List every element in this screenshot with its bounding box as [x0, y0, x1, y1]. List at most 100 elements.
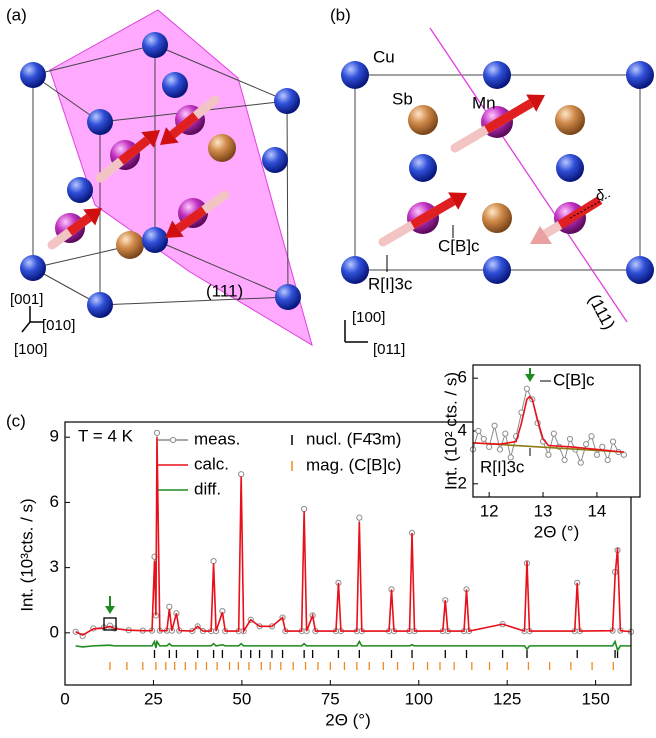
atom — [555, 105, 585, 135]
annotation-arrow — [103, 368, 551, 631]
y-tick-label: 6 — [458, 368, 467, 387]
y-tick-label: 2 — [458, 473, 467, 492]
data-point — [604, 456, 611, 464]
atom — [482, 203, 512, 233]
atom — [408, 105, 438, 135]
plot-frame — [472, 364, 641, 498]
data-point — [153, 429, 161, 436]
data-point — [561, 456, 568, 464]
axis-label: [010] — [42, 317, 75, 334]
annotation: C[B]c — [553, 370, 595, 389]
spin-arrow-head — [165, 220, 184, 238]
data-point — [523, 385, 530, 392]
data-point — [496, 446, 504, 453]
atom-label: Cu — [373, 47, 395, 66]
data-point — [545, 451, 552, 458]
plane-label: (111) — [585, 291, 619, 333]
data-point — [475, 427, 482, 435]
data-point — [507, 454, 514, 461]
x-tick-label: 14 — [587, 501, 606, 520]
data-point — [238, 471, 245, 478]
x-tick-label: 150 — [581, 689, 609, 708]
atom — [626, 256, 654, 284]
panel-label: (c) — [6, 411, 26, 430]
spin-arrow — [410, 197, 456, 229]
y-tick-label: 9 — [50, 427, 59, 446]
annotation: R[I]3c — [480, 457, 525, 476]
panel-label: (b) — [330, 5, 351, 24]
data-point — [609, 438, 617, 445]
y-tick-label: 4 — [458, 420, 467, 439]
atom — [626, 61, 654, 89]
spin-arrow — [118, 136, 151, 165]
x-tick-label: 12 — [480, 501, 499, 520]
structure-label: C[B]c — [438, 236, 480, 255]
series-line — [75, 639, 631, 653]
atom — [162, 72, 188, 98]
data-point — [166, 603, 173, 610]
spin-arrow — [557, 196, 603, 229]
atom — [262, 147, 288, 173]
spin-arrow-head — [530, 226, 552, 244]
data-point — [577, 459, 584, 466]
lattice-plane — [429, 27, 628, 323]
atom-label: Mn — [472, 93, 496, 112]
spin-arrow-head — [83, 208, 102, 226]
atom — [409, 154, 437, 182]
data-point — [550, 430, 557, 437]
atom — [274, 88, 300, 114]
spin-arrow-head — [526, 94, 545, 112]
spin-arrow — [169, 112, 199, 139]
spin-arrow — [542, 221, 563, 238]
data-point — [502, 430, 509, 437]
legend-label: nucl. (F4̄3m) — [306, 429, 401, 448]
inset-background — [473, 365, 640, 497]
legend-symbol — [169, 436, 177, 444]
data-point — [301, 505, 308, 513]
panel-b-structure — [341, 27, 654, 343]
cell-edge — [32, 44, 156, 76]
cell-edge — [154, 239, 289, 298]
atom — [87, 292, 113, 318]
atom — [483, 256, 511, 284]
atom — [87, 109, 113, 135]
axis-label: [100] — [14, 341, 47, 358]
data-point — [210, 558, 217, 565]
spin-arrow-head — [160, 127, 179, 145]
series-line — [75, 437, 632, 636]
data-point — [593, 451, 601, 458]
data-point — [480, 435, 487, 443]
spin-arrow — [175, 206, 207, 233]
atom — [341, 61, 369, 89]
cell-edge — [286, 100, 289, 298]
atom — [20, 255, 46, 281]
atom — [67, 177, 93, 203]
spin-arrow — [66, 213, 92, 236]
spin-arrow-head — [141, 130, 160, 148]
x-tick-label: 125 — [493, 689, 521, 708]
spin-arrow-head — [448, 192, 467, 210]
axis-label: [100] — [352, 309, 385, 326]
atom — [341, 256, 369, 284]
x-tick-label: 0 — [60, 689, 69, 708]
y-axis-label: Int. (10³cts. / s) — [17, 498, 36, 611]
y-axis-label: Int. (10² cts. / s) — [441, 372, 460, 490]
cell-edge — [32, 74, 101, 123]
annotation: T = 4 K — [78, 426, 134, 445]
plane-label: (111) — [206, 281, 243, 300]
series-line — [472, 395, 624, 453]
atom — [483, 61, 511, 89]
atom — [556, 154, 584, 182]
atom — [142, 227, 168, 253]
cell-edge — [99, 296, 289, 306]
y-tick-label: 6 — [50, 492, 59, 511]
data-point — [583, 441, 590, 448]
atom — [142, 32, 168, 58]
spin-arrow — [484, 99, 534, 134]
axis-label: [001] — [10, 291, 43, 308]
panel-a-structure — [20, 9, 313, 347]
data-point — [486, 443, 493, 450]
axis-arrow — [21, 321, 31, 333]
legend-label: meas. — [194, 429, 240, 448]
x-tick-label: 100 — [405, 689, 433, 708]
